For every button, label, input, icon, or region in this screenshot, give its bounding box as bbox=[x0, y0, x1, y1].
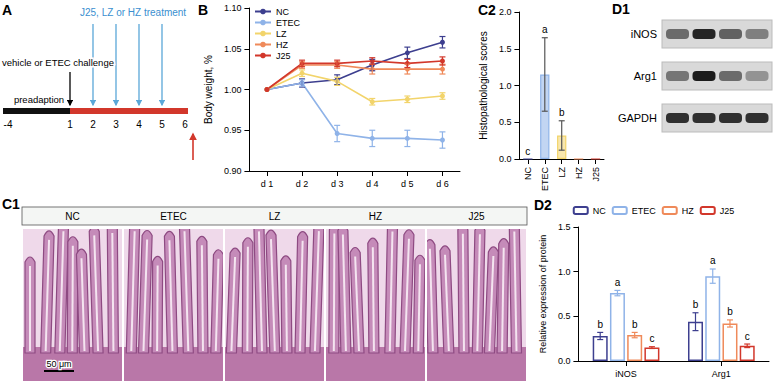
svg-text:d 3: d 3 bbox=[331, 179, 344, 189]
svg-text:ETEC: ETEC bbox=[540, 167, 550, 192]
svg-text:6: 6 bbox=[182, 119, 188, 130]
svg-text:2.0: 2.0 bbox=[499, 7, 512, 17]
svg-text:J25: J25 bbox=[276, 51, 291, 61]
svg-text:NC: NC bbox=[523, 167, 533, 180]
svg-text:vehicle or ETEC challenge: vehicle or ETEC challenge bbox=[2, 57, 114, 68]
svg-text:LZ: LZ bbox=[269, 211, 281, 222]
svg-text:50 μm: 50 μm bbox=[46, 359, 71, 369]
svg-text:0.95: 0.95 bbox=[224, 125, 242, 135]
svg-text:HZ: HZ bbox=[682, 206, 694, 216]
svg-text:3: 3 bbox=[113, 119, 119, 130]
svg-text:a: a bbox=[615, 277, 621, 288]
svg-text:1.0: 1.0 bbox=[558, 267, 571, 277]
svg-text:HZ: HZ bbox=[276, 40, 288, 50]
html-text:C2: C2 bbox=[478, 2, 496, 18]
svg-text:1.0: 1.0 bbox=[499, 81, 512, 91]
svg-text:c: c bbox=[745, 331, 750, 342]
svg-text:J25: J25 bbox=[720, 206, 735, 216]
svg-text:2: 2 bbox=[90, 119, 96, 130]
svg-text:Histopathological scores: Histopathological scores bbox=[478, 31, 489, 139]
svg-text:NC: NC bbox=[65, 211, 79, 222]
svg-text:iNOS: iNOS bbox=[631, 28, 657, 40]
svg-text:d 1: d 1 bbox=[261, 179, 274, 189]
svg-text:J25: J25 bbox=[468, 211, 485, 222]
svg-text:Arg1: Arg1 bbox=[634, 70, 657, 82]
svg-text:d 2: d 2 bbox=[296, 179, 309, 189]
svg-text:b: b bbox=[727, 306, 733, 317]
html-text:D2: D2 bbox=[534, 197, 552, 213]
svg-text:c: c bbox=[649, 333, 654, 344]
svg-text:Body weight, %: Body weight, % bbox=[203, 55, 214, 124]
svg-text:a: a bbox=[542, 24, 548, 35]
svg-text:ETEC: ETEC bbox=[632, 206, 657, 216]
svg-text:ETEC: ETEC bbox=[160, 211, 187, 222]
svg-text:1.5: 1.5 bbox=[499, 44, 512, 54]
svg-text:LZ: LZ bbox=[557, 167, 567, 178]
svg-text:0.90: 0.90 bbox=[224, 166, 242, 176]
svg-text:LZ: LZ bbox=[276, 29, 287, 39]
svg-text:b: b bbox=[559, 107, 565, 118]
svg-text:0.5: 0.5 bbox=[499, 117, 512, 127]
svg-text:J25: J25 bbox=[591, 167, 601, 182]
svg-text:NC: NC bbox=[276, 7, 289, 17]
svg-text:HZ: HZ bbox=[369, 211, 382, 222]
svg-text:1: 1 bbox=[67, 119, 73, 130]
svg-text:a: a bbox=[710, 255, 716, 266]
svg-text:c: c bbox=[525, 146, 530, 157]
svg-text:d 4: d 4 bbox=[366, 179, 379, 189]
svg-text:Relative expression of protein: Relative expression of protein bbox=[538, 235, 548, 354]
svg-text:HZ: HZ bbox=[574, 167, 584, 179]
svg-text:1.10: 1.10 bbox=[224, 3, 242, 13]
svg-text:-4: -4 bbox=[4, 119, 13, 130]
svg-text:Arg1: Arg1 bbox=[712, 369, 731, 379]
svg-text:0.5: 0.5 bbox=[558, 311, 571, 321]
svg-text:b: b bbox=[632, 319, 638, 330]
svg-text:iNOS: iNOS bbox=[615, 369, 637, 379]
svg-text:1.5: 1.5 bbox=[558, 222, 571, 232]
svg-text:NC: NC bbox=[593, 206, 606, 216]
svg-text:A: A bbox=[2, 2, 12, 18]
svg-text:d 6: d 6 bbox=[436, 179, 449, 189]
svg-text:d 5: d 5 bbox=[401, 179, 414, 189]
svg-text:b: b bbox=[693, 299, 699, 310]
svg-text:GAPDH: GAPDH bbox=[618, 112, 657, 124]
svg-text:b: b bbox=[597, 319, 603, 330]
svg-text:J25, LZ or HZ treatment: J25, LZ or HZ treatment bbox=[80, 7, 186, 18]
html-text:B: B bbox=[198, 2, 209, 18]
svg-text:ETEC: ETEC bbox=[276, 18, 301, 28]
svg-text:4: 4 bbox=[136, 119, 142, 130]
svg-text:0.0: 0.0 bbox=[558, 356, 571, 366]
svg-text:5: 5 bbox=[159, 119, 165, 130]
svg-text:D1: D1 bbox=[612, 1, 630, 17]
svg-text:1.05: 1.05 bbox=[224, 44, 242, 54]
svg-text:preadaption: preadaption bbox=[14, 94, 64, 105]
svg-text:0.0: 0.0 bbox=[499, 154, 512, 164]
svg-text:1.00: 1.00 bbox=[224, 85, 242, 95]
svg-text:C1: C1 bbox=[2, 196, 20, 212]
